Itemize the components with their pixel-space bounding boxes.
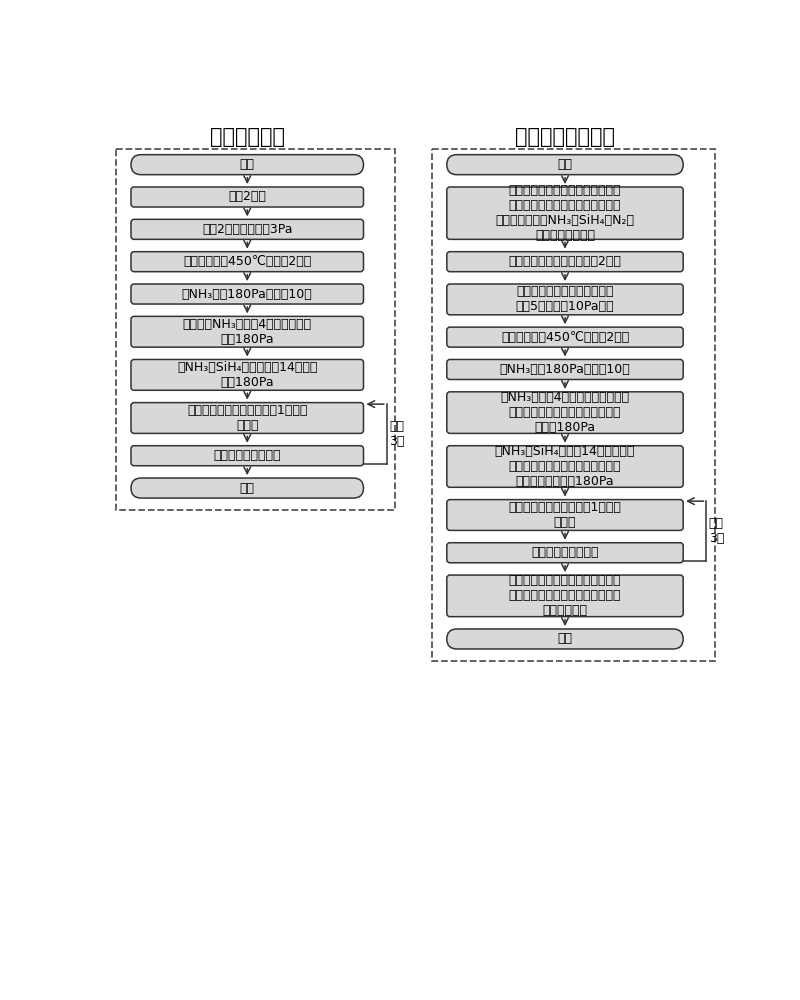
Text: 打开主抽阀，泵抽气: 打开主抽阀，泵抽气 xyxy=(214,449,281,462)
FancyBboxPatch shape xyxy=(447,187,683,239)
FancyBboxPatch shape xyxy=(447,446,683,487)
FancyBboxPatch shape xyxy=(447,575,683,617)
Text: 结束: 结束 xyxy=(558,632,573,645)
Text: 充氮气，关主慢抽阀，充到1个大气
压左右: 充氮气，关主慢抽阀，充到1个大气 压左右 xyxy=(187,404,307,432)
FancyBboxPatch shape xyxy=(131,155,363,175)
Text: 真空室加热到450℃，恒定2分钟: 真空室加热到450℃，恒定2分钟 xyxy=(183,255,311,268)
FancyBboxPatch shape xyxy=(447,543,683,563)
Text: 充氮气吹扫真空室，处理污染物，
停泵、放气、清洁真空室、收集整
理监测信息。: 充氮气吹扫真空室，处理污染物， 停泵、放气、清洁真空室、收集整 理监测信息。 xyxy=(509,574,622,617)
Text: 充氮气，关主抽阀，充到1个大气
压左右: 充氮气，关主抽阀，充到1个大气 压左右 xyxy=(509,501,622,529)
Text: 主抽2分钟，极限到3Pa: 主抽2分钟，极限到3Pa xyxy=(202,223,293,236)
FancyBboxPatch shape xyxy=(447,252,683,272)
FancyBboxPatch shape xyxy=(131,478,363,498)
FancyBboxPatch shape xyxy=(131,403,363,433)
FancyBboxPatch shape xyxy=(447,284,683,315)
Text: 预沉积充NH₃，持续4分钟，放电，
恒压180Pa: 预沉积充NH₃，持续4分钟，放电， 恒压180Pa xyxy=(182,318,312,346)
Text: 开始: 开始 xyxy=(240,158,254,171)
FancyBboxPatch shape xyxy=(131,316,363,347)
Text: 打开主抽阀，泵抽气: 打开主抽阀，泵抽气 xyxy=(531,546,598,559)
Text: 模拟测试抽气工艺: 模拟测试抽气工艺 xyxy=(515,127,615,147)
Text: 充NH₃恒压180Pa，持续10秒: 充NH₃恒压180Pa，持续10秒 xyxy=(500,363,630,376)
Text: 结束: 结束 xyxy=(240,482,254,495)
Text: 反复
3次: 反复 3次 xyxy=(389,420,405,448)
Text: 慢抽2分钟: 慢抽2分钟 xyxy=(228,190,266,204)
FancyBboxPatch shape xyxy=(131,187,363,207)
FancyBboxPatch shape xyxy=(447,327,683,347)
FancyBboxPatch shape xyxy=(131,219,363,239)
Text: 反复
3次: 反复 3次 xyxy=(709,517,724,545)
Text: 充NH₃、SiH₄沉积，放电14分钟，
恒压180Pa: 充NH₃、SiH₄沉积，放电14分钟， 恒压180Pa xyxy=(177,361,318,389)
Text: 关闭辅抽管路，打开待测干泵
主抽5分钟抽到10Pa以下: 关闭辅抽管路，打开待测干泵 主抽5分钟抽到10Pa以下 xyxy=(516,285,614,313)
Text: 充NH₃恒压180Pa，持续10秒: 充NH₃恒压180Pa，持续10秒 xyxy=(182,288,313,301)
FancyBboxPatch shape xyxy=(447,359,683,379)
FancyBboxPatch shape xyxy=(131,359,363,390)
Text: 真空室加热到450℃，恒定2分钟: 真空室加热到450℃，恒定2分钟 xyxy=(501,331,629,344)
FancyBboxPatch shape xyxy=(131,446,363,466)
FancyBboxPatch shape xyxy=(131,284,363,304)
Text: 检查各主要传感器的设置和保护措
施，连接待测真空泵，准备好接入
各输入元素，如NH₃，SiH₄，N₂，
硅胶颗粒、水等。: 检查各主要传感器的设置和保护措 施，连接待测真空泵，准备好接入 各输入元素，如N… xyxy=(495,184,634,242)
FancyBboxPatch shape xyxy=(447,392,683,433)
FancyBboxPatch shape xyxy=(447,155,683,175)
Text: 充NH₃、SiH₄，加点14分钟，根据
在线视频观测的情况计入一定的硅
胶颗粒和水，恒压180Pa: 充NH₃、SiH₄，加点14分钟，根据 在线视频观测的情况计入一定的硅 胶颗粒和… xyxy=(495,445,635,488)
Text: 打开辅助真空泵管路，慢抽2分钟: 打开辅助真空泵管路，慢抽2分钟 xyxy=(509,255,622,268)
FancyBboxPatch shape xyxy=(447,629,683,649)
Text: 开始: 开始 xyxy=(558,158,573,171)
Text: 充NH₃，持续4分钟，在真空室放置
的两块平行板加上一定的射频电场
，恒压180Pa: 充NH₃，持续4分钟，在真空室放置 的两块平行板加上一定的射频电场 ，恒压180… xyxy=(501,391,630,434)
Text: 实际抽气工艺: 实际抽气工艺 xyxy=(210,127,285,147)
FancyBboxPatch shape xyxy=(131,252,363,272)
FancyBboxPatch shape xyxy=(447,500,683,530)
